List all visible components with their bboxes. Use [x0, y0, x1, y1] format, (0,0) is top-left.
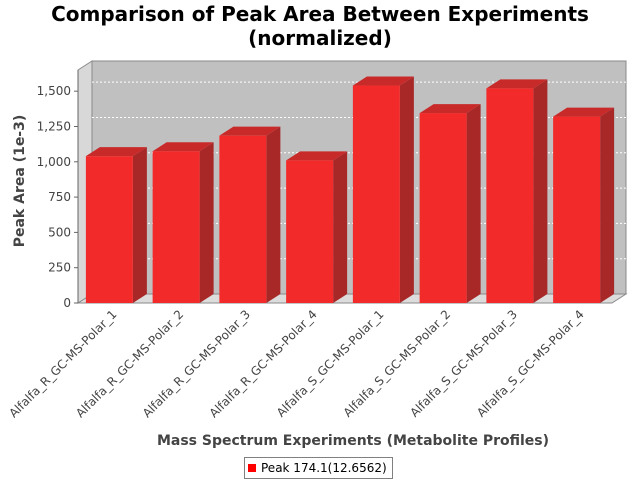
bar-top — [85, 147, 147, 157]
legend-swatch — [248, 464, 256, 472]
chart-title-line-1: Comparison of Peak Area Between Experime… — [51, 2, 589, 26]
bar — [486, 79, 548, 303]
bar-top — [286, 151, 348, 161]
chart-title-line-2: (normalized) — [248, 26, 392, 50]
bar-side — [333, 151, 348, 303]
bar-top — [219, 126, 281, 136]
x-tick-label: Alfalfa_S_GC-MS-Polar_4 — [474, 307, 587, 420]
x-tick-label: Alfalfa_S_GC-MS-Polar_3 — [407, 307, 520, 420]
bar-front — [219, 135, 267, 303]
bar-front — [286, 160, 334, 303]
bar-side — [266, 126, 281, 303]
bar-side — [199, 142, 214, 303]
bar-side — [600, 107, 615, 303]
bar — [286, 151, 348, 303]
x-tick-label: Alfalfa_R_GC-MS-Polar_1 — [6, 307, 119, 420]
bar — [419, 104, 481, 303]
y-tick-label: 1,500 — [37, 84, 71, 98]
legend: Peak 174.1(12.6562) — [244, 457, 393, 479]
bar-front — [419, 113, 467, 303]
y-tick-label: 750 — [48, 190, 71, 204]
bar — [553, 107, 615, 303]
y-tick-label: 250 — [48, 261, 71, 275]
bar-top — [152, 142, 214, 152]
y-axis-title: Peak Area (1e-3) — [12, 115, 28, 248]
bar-top — [419, 104, 481, 114]
bar-front — [152, 151, 200, 303]
bar-top — [352, 76, 414, 86]
bar-top — [553, 107, 615, 117]
x-tick-label: Alfalfa_R_GC-MS-Polar_3 — [140, 307, 253, 420]
bar-side — [132, 147, 147, 303]
bar-front — [486, 88, 534, 303]
x-tick-label: Alfalfa_R_GC-MS-Polar_4 — [207, 307, 320, 420]
bar-top — [486, 79, 548, 89]
legend-label: Peak 174.1(12.6562) — [261, 461, 387, 475]
bar-front — [85, 156, 133, 303]
bar — [352, 76, 414, 304]
bar — [152, 142, 214, 303]
y-tick-label: 500 — [48, 225, 71, 239]
y-tick-label: 0 — [63, 296, 71, 310]
x-tick-label: Alfalfa_S_GC-MS-Polar_2 — [341, 307, 454, 420]
x-tick-label: Alfalfa_S_GC-MS-Polar_1 — [274, 307, 387, 420]
bar-front — [352, 85, 400, 304]
bar-side — [466, 104, 481, 303]
x-tick-label: Alfalfa_R_GC-MS-Polar_2 — [73, 307, 186, 420]
bar-front — [553, 116, 601, 303]
y-tick-label: 1,000 — [37, 155, 71, 169]
bar-side — [399, 76, 414, 304]
bar-side — [533, 79, 548, 303]
bar — [219, 126, 281, 303]
bar — [85, 147, 147, 303]
y-tick-label: 1,250 — [37, 119, 71, 133]
chart-title: Comparison of Peak Area Between Experime… — [0, 2, 640, 50]
x-axis-title: Mass Spectrum Experiments (Metabolite Pr… — [157, 433, 549, 449]
